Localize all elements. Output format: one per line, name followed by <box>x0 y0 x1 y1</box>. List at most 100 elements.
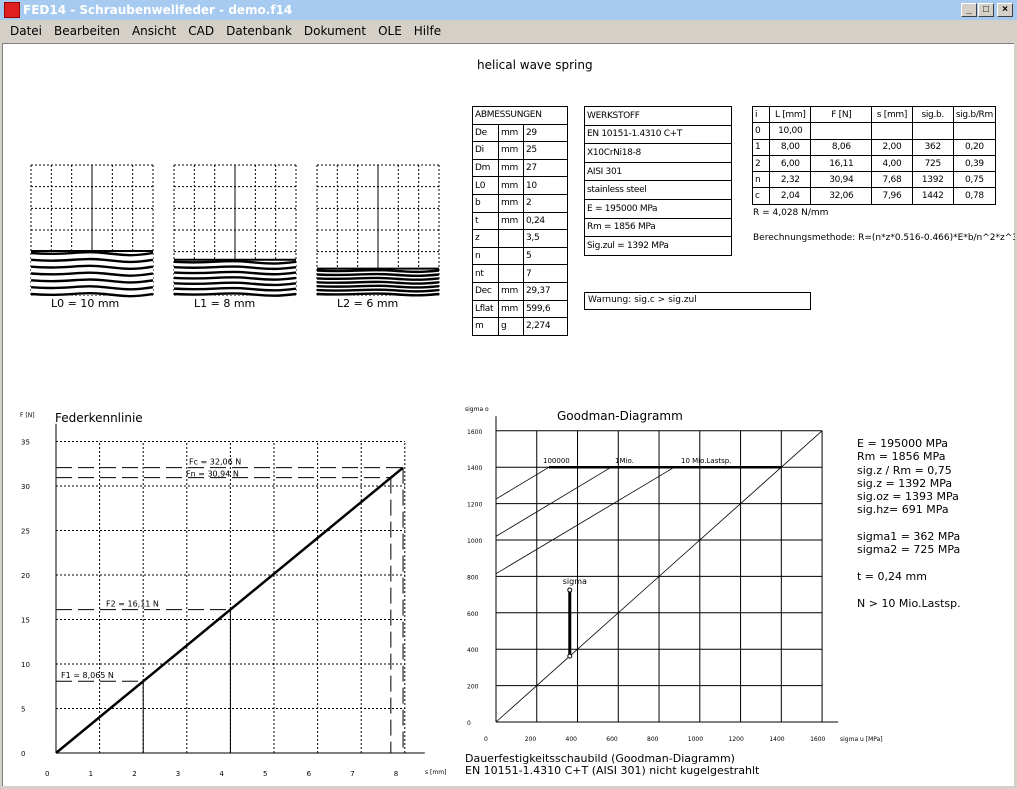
param-unit <box>498 246 524 266</box>
spring-length-label: L1 = 8 mm <box>194 297 255 310</box>
x-tick-label: 0 <box>484 736 488 743</box>
y-tick-label: 10 <box>21 661 30 669</box>
info-line <box>857 583 961 596</box>
table-cell <box>871 122 913 140</box>
menu-bearbeiten[interactable]: Bearbeiten <box>54 24 120 38</box>
spring-wave <box>173 265 297 271</box>
param-name: Dec <box>472 281 499 301</box>
spring-drawing: L2 = 6 mm <box>316 164 440 310</box>
table-cell: 7,68 <box>871 171 913 189</box>
marker-label: F1 = 8,065 N <box>61 671 114 680</box>
table-cell: 2 <box>751 154 771 173</box>
column-header: i <box>751 105 771 124</box>
abmessungen-table: ABMESSUNGEN De mm 29 Di mm 25 Dm mm 27 L0 mm 10 b mm 2… <box>472 106 568 336</box>
param-unit: mm <box>498 176 524 195</box>
param-name: z <box>472 229 499 248</box>
caption-line: EN 10151-1.4310 C+T (AISI 301) nicht kug… <box>465 764 760 777</box>
table-cell: 16,11 <box>810 154 873 173</box>
spring-wave <box>173 259 297 265</box>
x-tick-label: 5 <box>263 770 267 778</box>
x-tick-label: 0 <box>45 770 49 778</box>
x-tick-label: 8 <box>394 770 398 778</box>
table-cell: 7,96 <box>871 187 913 205</box>
title-bar: FED14 - Schraubenwellfeder - demo.f14 _ … <box>0 0 1017 20</box>
table-cell: 30,94 <box>810 171 873 189</box>
menu-dokument[interactable]: Dokument <box>303 24 367 38</box>
table-cell: n <box>751 171 771 189</box>
table-row: m g 2,274 <box>472 317 568 336</box>
goodman-chart: Goodman-Diagramm sigma o sigma u [MPa] 0 200… <box>465 406 883 743</box>
y-tick-label: 30 <box>21 483 30 491</box>
series-label: 10 Mio.Lastsp. <box>681 457 731 465</box>
spring-wave <box>30 278 154 284</box>
spring-wave <box>173 281 297 287</box>
param-unit <box>498 264 524 283</box>
spring-wave <box>173 276 297 281</box>
param-name: L0 <box>472 176 499 195</box>
param-unit <box>498 229 524 248</box>
spring-wave <box>316 268 440 274</box>
spring-wave <box>316 284 440 289</box>
x-axis-label: s [mm] <box>425 769 446 776</box>
y-tick-label: 1200 <box>467 502 482 509</box>
table-cell: 2,00 <box>871 138 913 156</box>
y-tick-label: 0 <box>467 720 471 727</box>
param-unit: mm <box>498 193 524 213</box>
param-name: t <box>472 211 499 231</box>
table-row: X10CrNi18-8 <box>584 143 732 163</box>
table-row: stainless steel <box>584 180 732 200</box>
table-cell: 8,00 <box>769 138 812 156</box>
param-name: nt <box>472 264 499 283</box>
document-view: helical wave spring L0 = 10 mm L1 = 8 mm L… <box>2 43 1015 786</box>
y-tick-label: 1600 <box>467 429 482 436</box>
spring-wave <box>30 271 154 277</box>
table-cell: 725 <box>911 154 954 173</box>
x-tick-label: 4 <box>219 770 224 778</box>
info-line: t = 0,24 mm <box>857 569 927 583</box>
series-line <box>495 466 675 575</box>
y-tick-label: 15 <box>21 617 30 625</box>
material-property: AISI 301 <box>584 161 732 182</box>
menu-cad[interactable]: CAD <box>188 24 215 38</box>
series-label: 1Mio. <box>615 457 634 465</box>
menu-ansicht[interactable]: Ansicht <box>131 24 177 38</box>
param-unit: g <box>498 317 524 336</box>
param-value: 2 <box>523 193 568 213</box>
param-name: De <box>472 123 499 143</box>
param-name: m <box>472 317 499 336</box>
y-tick-label: 400 <box>467 647 479 654</box>
x-tick-label: 3 <box>176 770 180 778</box>
x-tick-label: 400 <box>566 736 578 743</box>
menu-ole[interactable]: OLE <box>378 24 402 38</box>
series-line <box>495 466 612 537</box>
table-cell: 0,78 <box>952 187 997 205</box>
menu-hilfe[interactable]: Hilfe <box>413 24 442 38</box>
stress-point <box>567 653 573 659</box>
table-cell: 0,20 <box>952 138 997 156</box>
table-header: WERKSTOFF <box>584 106 732 126</box>
table-row: AISI 301 <box>584 161 732 182</box>
x-tick-label: 1000 <box>688 736 703 743</box>
chart-title: Goodman-Diagramm <box>557 409 683 423</box>
y-axis-label: sigma o <box>465 406 489 413</box>
menu-datenbank[interactable]: Datenbank <box>226 24 292 38</box>
y-tick-label: 25 <box>21 528 30 536</box>
table-row: EN 10151-1.4310 C+T <box>584 124 732 145</box>
column-header: F [N] <box>810 105 873 124</box>
minimize-button[interactable]: _ <box>961 3 977 17</box>
param-unit: mm <box>498 158 524 178</box>
warning-box: Warnung: sig.c > sig.zul <box>584 292 811 310</box>
maximize-button[interactable]: □ <box>978 3 994 17</box>
y-tick-label: 5 <box>21 706 25 714</box>
close-button[interactable]: × <box>997 3 1013 17</box>
spring-wave <box>30 285 154 291</box>
menu-datei[interactable]: Datei <box>10 24 43 38</box>
param-value: 0,24 <box>523 211 568 231</box>
spring-wave <box>316 272 440 277</box>
y-axis-label: F [N] <box>20 412 35 419</box>
werkstoff-table: WERKSTOFF EN 10151-1.4310 C+T X10CrNi18-8… <box>584 106 732 256</box>
table-cell: 1392 <box>911 171 954 189</box>
